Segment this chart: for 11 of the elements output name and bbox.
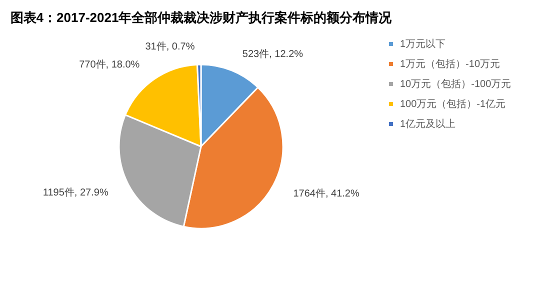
data-label: 31件, 0.7% [145, 42, 195, 53]
data-label: 1195件, 27.9% [42, 188, 108, 199]
legend-label: 100万元（包括）-1亿元 [400, 98, 506, 110]
legend-label: 1万元（包括）-10万元 [400, 58, 500, 70]
data-label: 770件, 18.0% [79, 60, 140, 71]
legend-label: 1万元以下 [400, 38, 446, 50]
legend-label: 1亿元及以上 [400, 118, 456, 130]
data-label: 1764件, 41.2% [293, 188, 360, 200]
data-label: 523件, 12.2% [242, 48, 304, 60]
legend-label: 10万元（包括）-100万元 [400, 78, 512, 90]
chart-title: 图表4：2017-2021年全部仲裁裁决涉财产执行案件标的额分布情况 [10, 10, 393, 25]
